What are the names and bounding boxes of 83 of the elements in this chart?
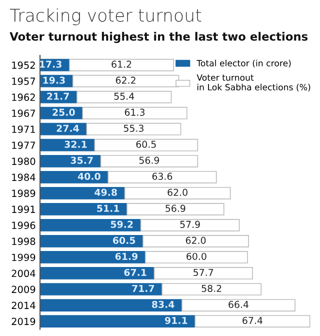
data-label: 60.5: [113, 236, 136, 244]
bar: [40, 170, 109, 184]
data-label: 56.9: [139, 156, 160, 164]
data-label: 66.4: [228, 300, 248, 308]
data-label: 55.3: [124, 124, 144, 132]
y-tick-label: 1977: [12, 142, 35, 149]
y-tick-label: 1971: [12, 126, 35, 133]
data-label: 35.7: [70, 156, 93, 164]
y-tick-label: 2019: [12, 318, 36, 326]
chart-title: Tracking voter turnout: [10, 8, 202, 26]
y-tick-label: 1998: [12, 238, 36, 246]
bar: [154, 267, 253, 280]
bar: [40, 315, 196, 328]
y-tick-label: 2004: [12, 270, 36, 278]
bar: [40, 267, 155, 280]
legend-label: Voter turnout in Lok Sabha elections (%): [196, 74, 310, 92]
legend-label: Total elector (in crore): [196, 60, 291, 68]
data-label: 57.9: [180, 220, 200, 228]
bar: [40, 219, 142, 232]
y-tick-label: 1999: [12, 254, 36, 262]
bar: [40, 299, 182, 312]
bar: [162, 283, 262, 296]
bar: [69, 58, 174, 72]
data-label: 60.0: [186, 252, 206, 260]
chart-subtitle: Voter turnout highest in the last two elections: [10, 32, 308, 44]
data-label: 17.3: [40, 60, 62, 68]
data-label: 51.1: [97, 204, 120, 212]
data-label: 40.0: [78, 172, 100, 180]
y-tick-label: 1967: [12, 110, 35, 117]
y-tick-label: 1980: [12, 158, 36, 165]
bar: [142, 235, 249, 248]
data-label: 61.3: [124, 108, 144, 116]
y-tick-label: 2014: [12, 302, 36, 310]
data-label: 67.1: [124, 268, 146, 276]
data-label: 62.2: [116, 76, 136, 84]
bar: [108, 170, 217, 184]
data-label: 57.7: [194, 268, 214, 276]
data-label: 27.4: [56, 124, 79, 132]
bar: [82, 106, 188, 120]
data-label: 49.8: [94, 188, 117, 196]
bar: [40, 154, 102, 168]
bar: [124, 186, 231, 200]
data-label: 71.7: [132, 284, 154, 292]
bar: [40, 251, 146, 264]
bar: [126, 202, 224, 216]
bar: [76, 90, 172, 104]
data-label: 61.2: [112, 60, 132, 68]
data-label: 25.0: [52, 108, 75, 116]
data-label: 56.9: [166, 204, 186, 212]
bar: [40, 138, 96, 152]
data-label: 59.2: [110, 220, 133, 228]
y-tick-label: 1952: [12, 62, 35, 69]
y-tick-label: 1962: [12, 94, 35, 101]
data-label: 58.2: [202, 284, 222, 292]
data-label: 55.4: [114, 92, 134, 100]
bar: [100, 154, 198, 168]
y-tick-label: 1989: [12, 190, 36, 197]
data-label: 63.6: [152, 172, 172, 180]
bar: [86, 122, 182, 136]
y-tick-label: 2009: [12, 286, 36, 294]
bar: [182, 299, 296, 312]
bar: [194, 315, 310, 328]
data-label: 62.0: [186, 236, 206, 244]
data-label: 60.5: [136, 140, 156, 148]
data-label: 83.4: [152, 300, 174, 308]
y-tick-label: 1996: [12, 222, 36, 230]
y-tick-label: 1984: [12, 174, 36, 181]
bar: [40, 202, 128, 216]
bar: [40, 235, 144, 248]
data-label: 19.3: [43, 76, 65, 84]
data-label: 21.7: [47, 92, 69, 100]
bar: [40, 283, 162, 296]
bar: [144, 251, 248, 264]
data-label: 32.1: [64, 140, 87, 148]
data-label: 67.4: [242, 316, 262, 324]
bar: [94, 138, 198, 152]
y-tick-label: 1991: [12, 206, 35, 214]
bar: [140, 219, 240, 232]
bar: [40, 186, 126, 200]
y-tick-label: 1957: [12, 78, 35, 85]
data-label: 62.0: [168, 188, 188, 196]
data-label: 61.9: [115, 252, 138, 260]
data-label: 91.1: [165, 316, 188, 324]
